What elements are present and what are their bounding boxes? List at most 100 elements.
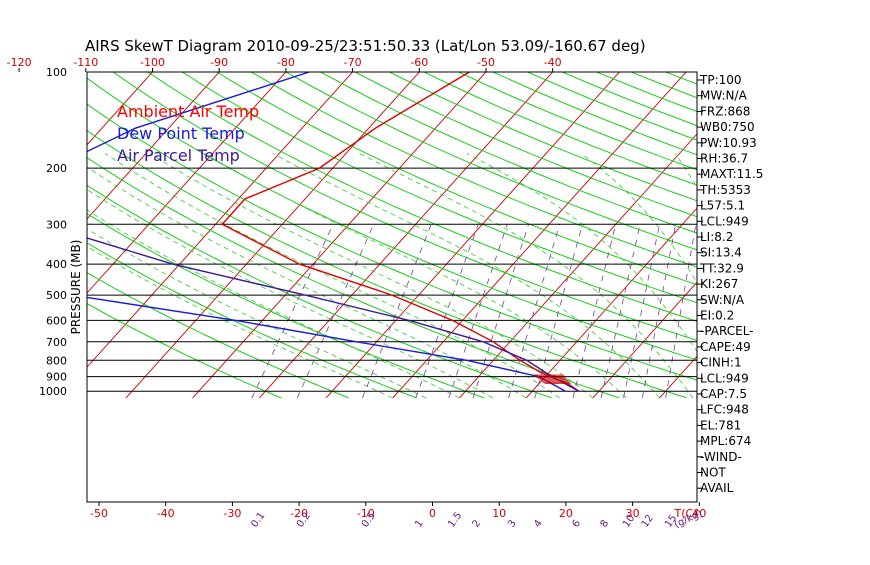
top-temp-label: -100 bbox=[140, 56, 165, 69]
mixing-ratio-label: 8 bbox=[599, 518, 612, 530]
mixing-ratio-line bbox=[666, 224, 696, 398]
index-item: PW:10.93 bbox=[700, 136, 757, 150]
top-temp-label: -60 bbox=[410, 56, 428, 69]
index-item: WB0:750 bbox=[700, 120, 755, 134]
bottom-temp-label: -40 bbox=[157, 507, 175, 520]
isotherm-line bbox=[793, 65, 870, 398]
mixing-ratio-label: 3 bbox=[506, 518, 519, 530]
pressure-tick-label: 800 bbox=[46, 354, 67, 367]
isotherm-line bbox=[526, 65, 826, 398]
index-item: MW:N/A bbox=[700, 89, 748, 103]
dry-adiabat-line bbox=[286, 72, 870, 398]
top-temp-label: -110 bbox=[73, 56, 98, 69]
dewpoint-line bbox=[25, 72, 566, 391]
moist-adiabat-line bbox=[359, 154, 693, 399]
mixing-ratio-label: 2 bbox=[471, 518, 484, 530]
isotherm-line bbox=[0, 65, 25, 398]
isotherm-line bbox=[393, 65, 693, 398]
bottom-temp-label: 10 bbox=[492, 507, 506, 520]
axes: 1002003004005006007008009001000-120-110-… bbox=[7, 56, 707, 531]
y-axis-label: PRESSURE (MB) bbox=[69, 240, 83, 335]
top-temp-label: -40 bbox=[544, 56, 562, 69]
index-item: MAXT:11.5 bbox=[700, 167, 763, 181]
index-item: RH:36.7 bbox=[700, 152, 748, 166]
mixing-ratio-line bbox=[535, 224, 583, 398]
index-item: TT:32.9 bbox=[699, 261, 744, 275]
index-item: MPL:674 bbox=[700, 434, 751, 448]
legend-dewpoint: Dew Point Temp bbox=[117, 124, 245, 143]
dry-adiabat-line bbox=[217, 72, 870, 398]
index-item: LCL:949 bbox=[700, 214, 749, 228]
legend-ambient: Ambient Air Temp bbox=[117, 102, 259, 121]
mixing-ratio-label: 4 bbox=[532, 518, 545, 530]
index-item: NOT bbox=[700, 466, 726, 480]
dry-adiabat-line bbox=[0, 72, 619, 398]
index-item: TP:100 bbox=[699, 73, 742, 87]
index-item: AVAIL bbox=[700, 481, 734, 495]
pressure-tick-label: 900 bbox=[46, 371, 67, 384]
index-item: SI:13.4 bbox=[700, 246, 742, 260]
mixing-ratio-line bbox=[252, 224, 333, 398]
pressure-tick-label: 100 bbox=[46, 66, 67, 79]
moist-adiabat-line bbox=[273, 154, 660, 399]
mixing-ratio-line bbox=[624, 224, 660, 398]
mixing-ratio-label: 1 bbox=[413, 518, 426, 530]
dry-adiabat-line bbox=[666, 72, 870, 398]
index-item: -PARCEL- bbox=[700, 324, 754, 338]
dry-adiabat-line bbox=[251, 72, 870, 398]
index-item: SW:N/A bbox=[700, 293, 745, 307]
dry-adiabat-line bbox=[0, 72, 552, 398]
pressure-tick-label: 600 bbox=[46, 314, 67, 327]
mixing-ratio-label: 6 bbox=[570, 518, 583, 530]
mixing-ratio-label: 0.1 bbox=[249, 510, 267, 529]
bottom-temp-label: 20 bbox=[559, 507, 573, 520]
legend-parcel: Air Parcel Temp bbox=[117, 146, 240, 165]
pressure-tick-label: 1000 bbox=[39, 385, 67, 398]
pressure-tick-label: 400 bbox=[46, 258, 67, 271]
top-temp-label: -70 bbox=[344, 56, 362, 69]
index-item: LI:8.2 bbox=[700, 230, 733, 244]
mixing-ratio-line bbox=[774, 224, 789, 398]
index-item: KI:267 bbox=[700, 277, 738, 291]
bottom-temp-label: -50 bbox=[90, 507, 108, 520]
index-item: CAP:7.5 bbox=[700, 387, 747, 401]
top-temp-label: -80 bbox=[277, 56, 295, 69]
index-item: EL:781 bbox=[700, 418, 741, 432]
moist-adiabat-line bbox=[150, 154, 593, 399]
index-item: EI:0.2 bbox=[700, 309, 734, 323]
bottom-temp-label: 0 bbox=[429, 507, 436, 520]
mixing-ratio-label: 1.5 bbox=[446, 510, 464, 529]
mixing-ratio-line bbox=[297, 224, 373, 398]
moist-adiabat-line bbox=[67, 154, 526, 399]
top-temp-label: -50 bbox=[477, 56, 495, 69]
chart-title: AIRS SkewT Diagram 2010-09-25/23:51:50.3… bbox=[85, 37, 646, 55]
index-item: TH:5353 bbox=[699, 183, 751, 197]
moist-adiabat-line bbox=[467, 154, 726, 399]
isotherm-line bbox=[860, 65, 870, 398]
index-item: L57:5.1 bbox=[700, 199, 745, 213]
legend: Ambient Air Temp Dew Point Temp Air Parc… bbox=[117, 102, 259, 165]
index-item: LFC:948 bbox=[700, 403, 749, 417]
top-temp-label: -120 bbox=[7, 56, 32, 69]
index-item: FRZ:868 bbox=[700, 104, 750, 118]
mixing-ratio-line bbox=[601, 224, 640, 398]
top-temp-label: -90 bbox=[210, 56, 228, 69]
pressure-tick-label: 500 bbox=[46, 289, 67, 302]
index-item: LCL:949 bbox=[700, 371, 749, 385]
index-item: CAPE:49 bbox=[700, 340, 751, 354]
moist-adiabat-line bbox=[34, 154, 492, 399]
index-item: CINH:1 bbox=[700, 356, 742, 370]
pressure-tick-label: 200 bbox=[46, 162, 67, 175]
isotherm-line bbox=[259, 65, 559, 398]
dry-adiabat-line bbox=[528, 72, 870, 398]
index-item: -WIND- bbox=[700, 450, 742, 464]
bottom-temp-label: -30 bbox=[223, 507, 241, 520]
mixing-ratio-label: 12 bbox=[640, 513, 656, 530]
mixing-ratio-line bbox=[416, 224, 478, 398]
pressure-tick-label: 300 bbox=[46, 218, 67, 231]
pressure-tick-label: 700 bbox=[46, 336, 67, 349]
dry-adiabat-line bbox=[493, 72, 870, 398]
